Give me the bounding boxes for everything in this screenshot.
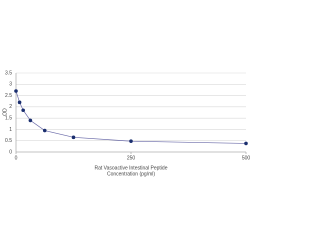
- chart: OD Rat Vasoactive Intestinal Peptide Con…: [2, 70, 250, 177]
- x-axis-title: Concentration (pg/ml): [107, 171, 155, 177]
- data-point: [14, 89, 18, 93]
- y-axis-title: OD: [2, 108, 8, 116]
- data-point: [17, 100, 22, 105]
- data-point: [28, 118, 33, 123]
- y-tick-label: 2.5: [5, 93, 12, 99]
- y-tick-label: 0: [9, 149, 12, 155]
- data-point: [129, 139, 133, 143]
- data-point: [244, 141, 248, 146]
- x-tick-label: 500: [242, 155, 250, 161]
- y-tick-label: 0.5: [5, 138, 12, 144]
- data-point: [71, 135, 76, 140]
- x-tick-label: 250: [127, 155, 136, 161]
- data-point: [42, 128, 47, 133]
- x-tick-label: 0: [15, 155, 18, 161]
- y-tick-label: 2: [9, 104, 12, 110]
- series-line: [15, 90, 247, 144]
- x-axis-title: Rat Vasoactive Intestinal Peptide: [94, 165, 167, 171]
- y-tick-label: 3.5: [5, 70, 12, 76]
- y-tick-label: 3: [9, 82, 12, 88]
- y-tick-label: 1: [9, 127, 12, 133]
- y-tick-label: 1.5: [5, 115, 12, 121]
- data-point: [21, 108, 25, 113]
